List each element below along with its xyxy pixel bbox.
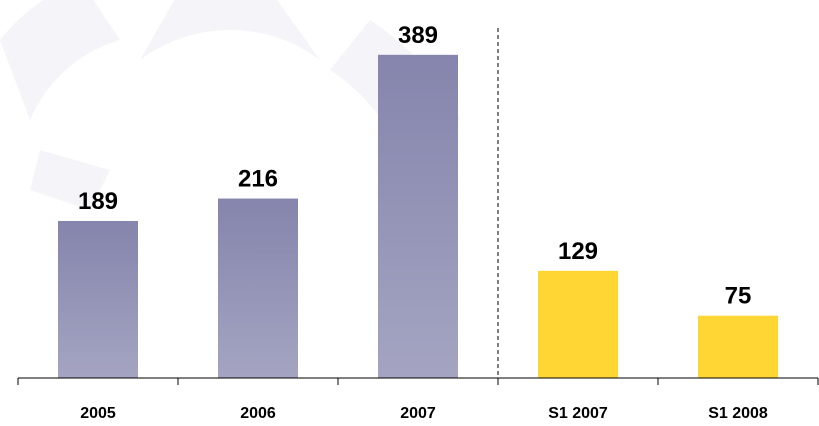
x-tick-label: 2005	[80, 405, 116, 422]
x-tick-label: 2006	[240, 405, 276, 422]
value-label: 189	[78, 188, 118, 215]
bar	[58, 220, 138, 378]
value-label: 216	[238, 166, 278, 193]
bar	[698, 315, 778, 378]
x-tick-label: S1 2007	[548, 405, 608, 422]
value-label: 75	[725, 283, 752, 310]
bar	[378, 54, 458, 378]
value-label: 389	[398, 22, 438, 49]
x-tick-label: S1 2008	[708, 405, 768, 422]
value-label: 129	[558, 238, 598, 265]
bar	[218, 198, 298, 378]
x-tick-label: 2007	[400, 405, 436, 422]
bar	[538, 270, 618, 378]
